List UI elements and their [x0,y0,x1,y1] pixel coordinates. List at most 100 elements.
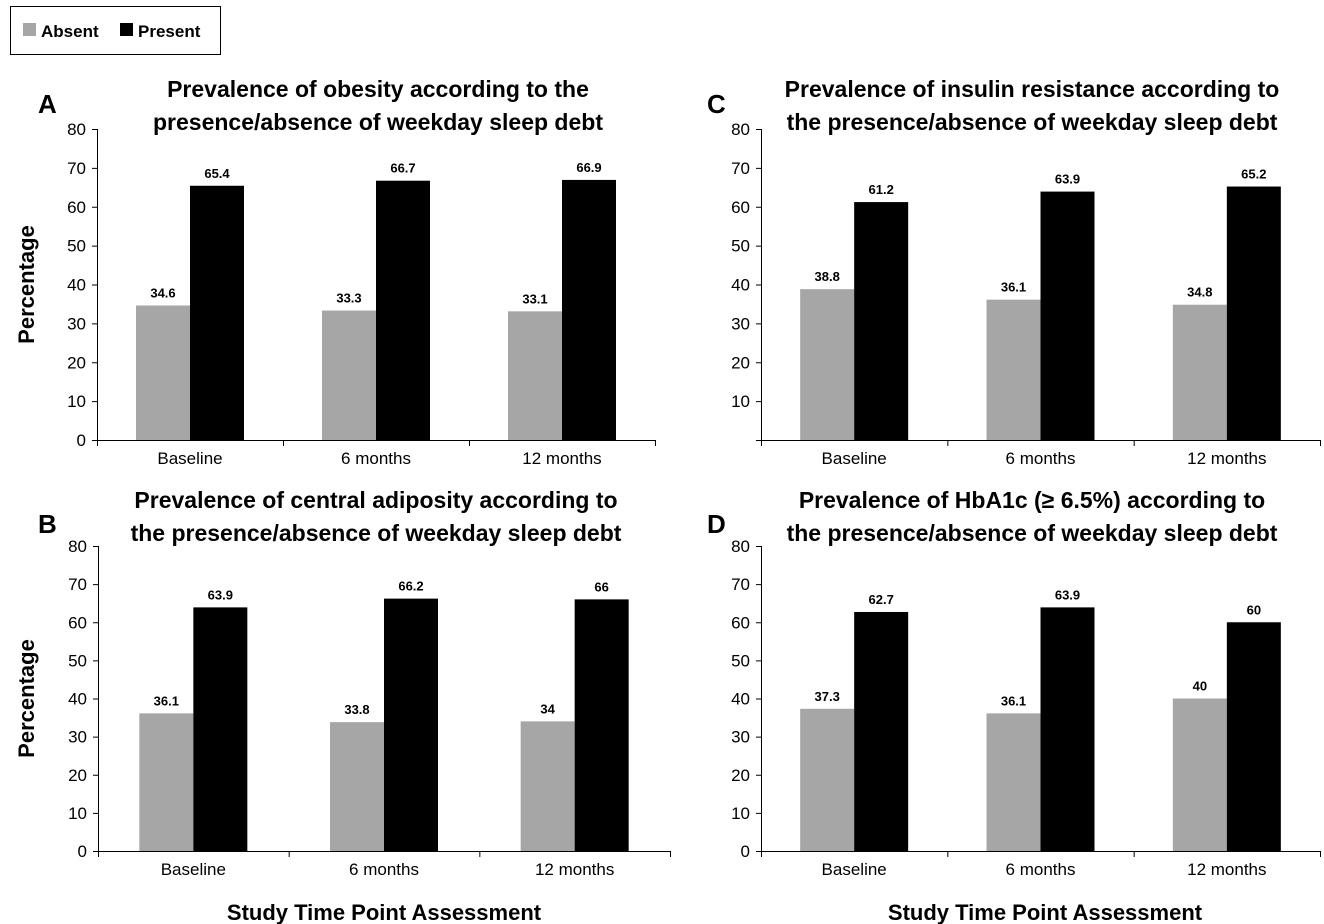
x-tick-label: 6 months [349,860,419,879]
legend-swatch-absent [23,23,36,36]
y-tick-label: 30 [67,314,86,333]
data-label: 63.9 [1055,172,1080,187]
x-tick-label: 6 months [1006,449,1076,468]
panel-letter: B [38,509,57,539]
panel-d: D Prevalence of HbA1c (≥ 6.5%) according … [707,487,1321,924]
chart-title-line: Prevalence of obesity according to the [167,76,589,102]
y-tick-label: 10 [731,392,750,411]
panel-letter: C [707,89,726,119]
bar-present [562,179,616,440]
y-tick-label: 30 [731,728,750,747]
y-tick-label: 0 [78,842,87,861]
y-tick-label: 80 [67,120,86,139]
bar-present [376,180,430,441]
data-label: 62.7 [869,592,894,607]
chart-title-line: the presence/absence of weekday sleep de… [787,109,1278,135]
bar-absent [800,289,855,440]
x-tick-label: 6 months [341,449,411,468]
bar-present [1226,622,1281,851]
y-tick-label: 80 [731,537,750,556]
bar-present [854,611,909,851]
y-tick-label: 80 [68,537,87,556]
bar-absent [986,299,1041,440]
y-tick-label: 30 [731,314,750,333]
data-label: 66 [594,579,608,594]
chart-title-line: Prevalence of HbA1c (≥ 6.5%) according t… [799,487,1265,513]
y-tick-label: 40 [68,690,87,709]
chart-title-line: Prevalence of central adiposity accordin… [134,487,617,513]
x-tick-label: Baseline [157,449,222,468]
bar-absent [520,721,575,851]
data-label: 65.2 [1241,167,1266,182]
bar-absent [1172,304,1227,440]
x-tick-label: Baseline [161,860,226,879]
data-label: 36.1 [1001,280,1026,295]
bar-absent [986,713,1041,851]
y-tick-label: 60 [67,198,86,217]
data-label: 40 [1193,679,1207,694]
chart-title-line: presence/absence of weekday sleep debt [153,109,603,135]
data-label: 34.8 [1187,285,1212,300]
x-tick-label: 6 months [1006,860,1076,879]
y-tick-label: 20 [731,766,750,785]
panel-letter: A [38,89,57,119]
y-tick-label: 10 [67,392,86,411]
data-label: 34.6 [150,285,175,300]
bar-present [574,599,629,851]
panel-b: B Prevalence of central adiposity accordi… [14,487,671,924]
legend-swatch-present [120,23,133,36]
bar-absent [139,713,194,851]
y-tick-label: 0 [77,431,86,450]
y-tick-label: 30 [68,728,87,747]
data-label: 34 [540,701,555,716]
data-label: 61.2 [869,182,894,197]
bar-present [1040,191,1095,440]
data-label: 33.3 [336,291,361,306]
data-label: 33.8 [344,702,369,717]
bar-present [1226,186,1281,440]
x-axis-label: Study Time Point Assessment [888,900,1203,924]
data-label: 63.9 [1055,587,1080,602]
bar-absent [322,310,376,440]
data-label: 65.4 [204,166,230,181]
y-tick-label: 0 [741,842,750,861]
bar-absent [800,708,855,851]
y-tick-label: 60 [731,613,750,632]
bar-present [1040,607,1095,851]
y-tick-label: 70 [731,575,750,594]
x-tick-label: 12 months [1187,860,1266,879]
y-tick-label: 20 [67,353,86,372]
x-tick-label: 12 months [535,860,614,879]
y-axis-label: Percentage [14,225,39,344]
y-axis-label: Percentage [14,639,39,758]
y-tick-label: 70 [68,575,87,594]
x-tick-label: Baseline [822,860,887,879]
chart-title-line: Prevalence of insulin resistance accordi… [785,76,1280,102]
x-axis-label: Study Time Point Assessment [227,900,542,924]
bar-present [384,598,438,851]
y-tick-label: 10 [68,804,87,823]
y-tick-label: 20 [68,766,87,785]
chart-title-line: the presence/absence of weekday sleep de… [787,520,1278,546]
bar-absent [508,311,562,440]
data-label: 66.2 [398,579,423,594]
x-tick-label: Baseline [822,449,887,468]
bar-present [190,185,244,440]
panel-letter: D [707,509,726,539]
y-tick-label: 10 [731,804,750,823]
y-tick-label: 50 [67,237,86,256]
y-tick-label: 20 [731,353,750,372]
x-tick-label: 12 months [522,449,601,468]
y-tick-label: 40 [731,276,750,295]
y-tick-label: 70 [67,159,86,178]
data-label: 66.9 [576,160,601,175]
x-tick-label: 12 months [1187,449,1266,468]
y-tick-label: 40 [731,690,750,709]
y-tick-label: 60 [731,198,750,217]
chart-panels: A Prevalence of obesity according to the p… [14,76,1321,924]
bar-absent [136,305,190,440]
y-tick-label: 50 [731,237,750,256]
legend-box [10,6,221,55]
y-tick-label: 50 [68,651,87,670]
